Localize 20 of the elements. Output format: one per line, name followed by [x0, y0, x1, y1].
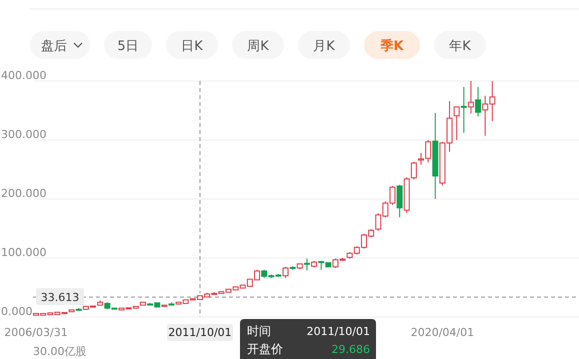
x-tick-label: 2011/10/01 [168, 326, 232, 339]
y-tick-label: 300.000 [1, 128, 46, 141]
text: 周K [247, 39, 270, 54]
text: 盘后 [41, 39, 67, 54]
x-tick-label: 2006/03/31 [4, 326, 68, 339]
text: 5日 [117, 39, 139, 54]
text: 时间 [247, 324, 271, 338]
text: 日K [181, 39, 204, 54]
y-tick-label: 100.000 [1, 246, 46, 259]
y-tick-label: 0.000 [1, 305, 32, 318]
x-tick-label: 2020/04/01 [410, 326, 474, 339]
text: 年K [449, 39, 472, 54]
text: 开盘价 [247, 342, 283, 356]
text: 季K [379, 38, 404, 54]
text: 29.686 [332, 343, 370, 356]
y-tick-label: 200.000 [1, 187, 46, 200]
text: 月K [313, 39, 336, 54]
y-tick-label: 400.000 [1, 69, 46, 82]
ref-line-label: 33.613 [40, 291, 80, 304]
text: 30.00亿股 [33, 345, 86, 358]
